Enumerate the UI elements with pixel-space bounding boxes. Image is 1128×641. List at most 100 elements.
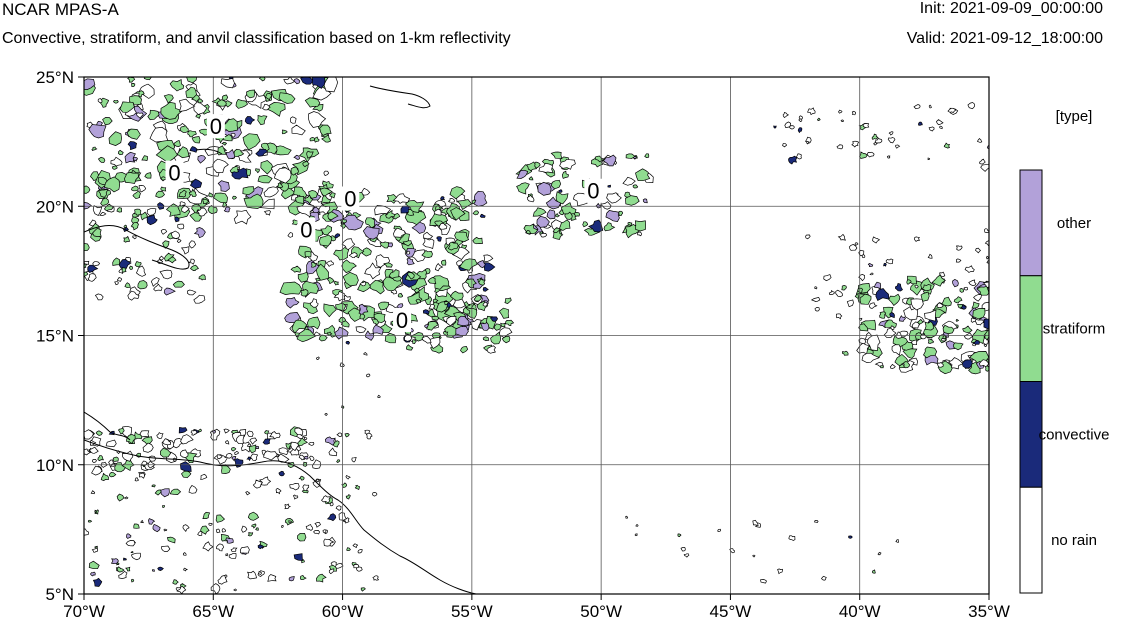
precip-cell bbox=[169, 488, 182, 495]
legend-swatch bbox=[1019, 275, 1043, 382]
legend-label: no rain bbox=[1051, 532, 1097, 549]
precip-cell bbox=[456, 260, 464, 267]
precip-cell bbox=[752, 554, 756, 558]
precip-cell bbox=[137, 280, 148, 290]
precip-cell bbox=[588, 219, 604, 233]
precip-cell bbox=[160, 186, 167, 192]
precip-cluster bbox=[625, 515, 899, 584]
precip-cell bbox=[354, 484, 360, 490]
precip-cell bbox=[131, 83, 136, 87]
precip-cell bbox=[397, 292, 403, 298]
precip-cell bbox=[163, 287, 176, 296]
precip-cell bbox=[482, 287, 489, 292]
precip-cell bbox=[352, 543, 358, 549]
precip-cell bbox=[432, 298, 439, 304]
precip-cell bbox=[124, 496, 129, 500]
precip-cell bbox=[406, 257, 415, 266]
precip-cell bbox=[328, 447, 338, 457]
precip-cell bbox=[436, 236, 442, 242]
precip-cell bbox=[323, 303, 337, 318]
precip-cell bbox=[810, 296, 821, 302]
precip-cell bbox=[373, 313, 386, 324]
precip-cell bbox=[814, 307, 820, 312]
precip-cell bbox=[558, 189, 563, 193]
precip-cell bbox=[84, 429, 94, 440]
precip-cell bbox=[920, 291, 930, 302]
precip-cell bbox=[906, 279, 912, 285]
precip-cluster bbox=[773, 102, 989, 172]
precip-cell bbox=[837, 233, 846, 241]
precip-cluster bbox=[805, 228, 989, 369]
precip-cell bbox=[871, 133, 879, 140]
precip-cell bbox=[302, 161, 310, 168]
precip-cell bbox=[555, 191, 569, 205]
precip-cell bbox=[877, 551, 882, 556]
precip-cell bbox=[285, 297, 300, 309]
precip-cell bbox=[117, 149, 124, 156]
precip-cell bbox=[187, 289, 197, 296]
precip-cell bbox=[326, 513, 337, 522]
precip-cell bbox=[117, 427, 125, 435]
precip-cell bbox=[308, 441, 315, 446]
precip-cell bbox=[105, 439, 117, 448]
precip-cell bbox=[243, 193, 264, 209]
precip-cell bbox=[952, 342, 964, 351]
precip-cell bbox=[372, 492, 378, 497]
precip-cell bbox=[215, 514, 226, 523]
precip-cell bbox=[147, 109, 160, 121]
precip-cell bbox=[148, 455, 157, 462]
precip-cell bbox=[359, 281, 367, 287]
precip-cell bbox=[911, 339, 918, 346]
precip-cell bbox=[985, 255, 989, 260]
precip-cell bbox=[178, 189, 187, 198]
precip-cell bbox=[179, 201, 186, 207]
precip-cell bbox=[379, 241, 389, 249]
precip-cell bbox=[422, 237, 435, 249]
precip-cell bbox=[955, 245, 963, 251]
precip-cell bbox=[848, 535, 853, 539]
precip-cell bbox=[159, 269, 173, 280]
precip-cell bbox=[283, 77, 296, 85]
precip-cell bbox=[94, 510, 97, 514]
precip-cell bbox=[144, 172, 152, 179]
precip-cell bbox=[92, 261, 101, 267]
precip-cell bbox=[258, 540, 268, 549]
precip-cell bbox=[87, 273, 97, 282]
coastline-north-islands bbox=[369, 85, 431, 109]
precip-cell bbox=[869, 272, 874, 276]
precip-cell bbox=[323, 77, 338, 93]
precip-cell bbox=[362, 226, 380, 240]
grid-layer bbox=[84, 77, 989, 594]
precip-cell bbox=[363, 352, 368, 356]
precip-cell bbox=[299, 574, 307, 581]
precip-cell bbox=[500, 322, 506, 328]
precip-cell bbox=[360, 587, 366, 592]
precip-cell bbox=[322, 529, 327, 534]
precip-cell bbox=[302, 484, 310, 492]
precip-cell bbox=[275, 145, 292, 156]
precip-cell bbox=[190, 429, 198, 436]
precip-cell bbox=[939, 271, 946, 278]
precip-cell bbox=[196, 207, 208, 217]
precip-cell bbox=[212, 158, 229, 173]
precip-cell bbox=[600, 201, 612, 210]
precip-cell bbox=[217, 574, 228, 585]
precip-cell bbox=[182, 552, 187, 556]
precip-cell bbox=[324, 413, 328, 416]
legend-label: convective bbox=[1039, 426, 1110, 443]
precip-cell bbox=[165, 203, 181, 217]
precip-cell bbox=[486, 345, 496, 354]
precip-cell bbox=[322, 180, 334, 191]
precip-cell bbox=[241, 525, 248, 533]
precip-cell bbox=[913, 236, 921, 242]
precip-cell bbox=[972, 308, 986, 320]
contour-label-bg bbox=[165, 160, 184, 185]
precip-cell bbox=[296, 433, 304, 439]
precip-cell bbox=[262, 103, 271, 111]
precip-cell bbox=[155, 190, 165, 198]
precip-cell bbox=[962, 359, 974, 369]
precip-cell bbox=[313, 530, 321, 535]
precip-cell bbox=[216, 454, 223, 460]
precip-cell bbox=[129, 265, 133, 270]
precip-cell bbox=[125, 434, 136, 445]
